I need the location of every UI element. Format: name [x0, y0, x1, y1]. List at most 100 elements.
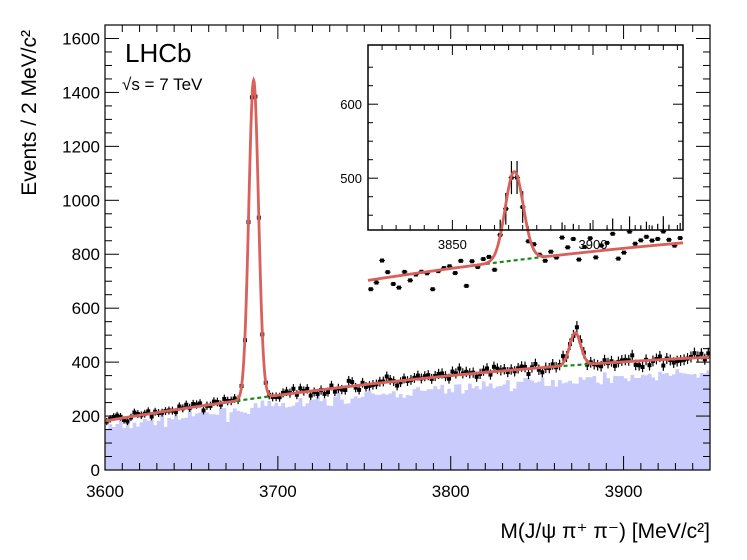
- histogram-bar: [167, 417, 171, 470]
- histogram-bar: [481, 381, 486, 470]
- inset-data-point: [424, 271, 430, 276]
- inset-point-marker: [627, 229, 632, 234]
- histogram-bar: [703, 373, 707, 470]
- data-point: [512, 366, 517, 377]
- inset-point-marker: [385, 270, 390, 275]
- histogram-bar: [177, 419, 182, 470]
- inset-point-marker: [447, 264, 452, 269]
- main-axes: 0 200 400 600 800 1000 1200 1400 1600 3600 3700 380…: [62, 24, 711, 501]
- histogram-bar: [308, 400, 313, 470]
- inset-data-point: [632, 228, 638, 246]
- point-marker: [364, 384, 369, 389]
- histogram-bar: [391, 391, 396, 470]
- point-marker: [357, 387, 362, 392]
- histogram-bar: [547, 385, 552, 470]
- histogram-bar: [654, 380, 659, 470]
- inset-data-point: [446, 264, 453, 269]
- point-marker: [661, 363, 666, 368]
- histogram-bar: [696, 377, 700, 470]
- point-marker: [671, 360, 676, 365]
- plot-frame: [104, 24, 711, 471]
- inset-frame: [367, 44, 684, 231]
- histogram-bar: [132, 422, 137, 470]
- histogram-bar: [506, 380, 510, 470]
- inset-point-marker: [402, 269, 407, 274]
- histogram-bar: [122, 427, 127, 470]
- point-marker: [436, 371, 441, 376]
- histogram-bar: [665, 373, 669, 470]
- histogram-bar: [443, 393, 448, 470]
- data-point: [384, 371, 389, 382]
- data-point: [201, 406, 206, 415]
- data-point: [125, 417, 130, 426]
- histogram-bar: [274, 402, 279, 470]
- point-marker: [488, 372, 493, 377]
- x-tick-label: 3900: [605, 482, 643, 501]
- point-marker: [502, 367, 507, 372]
- point-marker: [315, 391, 320, 396]
- point-marker: [699, 351, 704, 356]
- inset-data-point: [486, 254, 492, 259]
- histogram-bar: [471, 388, 476, 470]
- point-marker: [692, 351, 697, 356]
- point-marker: [505, 370, 510, 375]
- histogram-bar: [315, 395, 320, 470]
- histogram-bar: [347, 403, 351, 470]
- inset-point-marker: [644, 234, 649, 239]
- inset-data-point: [638, 225, 644, 243]
- data-point: [322, 389, 327, 399]
- histogram-bar: [326, 405, 331, 470]
- histogram-bar: [336, 392, 341, 470]
- inset-point-marker: [621, 250, 626, 255]
- inset-y-tick-label: 500: [340, 171, 362, 186]
- histogram-bar: [599, 384, 604, 470]
- point-marker: [678, 358, 683, 363]
- inset-data-point: [429, 287, 436, 292]
- point-marker: [657, 354, 662, 359]
- histogram-bar: [499, 386, 503, 470]
- histogram-bar: [419, 390, 424, 470]
- histogram-bar: [205, 412, 210, 470]
- y-tick-label: 1000: [62, 191, 100, 210]
- point-marker: [294, 392, 299, 397]
- point-marker: [485, 366, 490, 371]
- histogram-bar: [423, 391, 427, 470]
- point-marker: [149, 414, 154, 419]
- inset-point-marker: [408, 278, 413, 283]
- inset-point-marker: [616, 256, 621, 261]
- histogram-bar: [267, 401, 272, 470]
- inset-point-marker: [391, 281, 396, 286]
- histogram-bar: [585, 377, 590, 470]
- histogram-bar: [260, 400, 265, 470]
- point-marker: [450, 369, 455, 374]
- data-point: [357, 385, 362, 395]
- histogram-bar: [257, 407, 261, 470]
- inset-data-point: [564, 245, 571, 250]
- histogram-bar: [284, 407, 289, 470]
- point-marker: [533, 362, 538, 367]
- inset-data-point: [615, 256, 622, 261]
- point-marker: [211, 399, 216, 404]
- histogram-bar: [485, 386, 490, 470]
- histogram-bar: [637, 378, 642, 470]
- histogram-bar: [447, 388, 452, 470]
- histogram-bar: [630, 374, 635, 470]
- point-marker: [426, 373, 431, 378]
- inset-point-marker: [638, 238, 643, 243]
- histogram-bar: [367, 390, 372, 470]
- point-marker: [325, 390, 330, 395]
- histogram-bar: [433, 386, 438, 470]
- inset-point-marker: [666, 237, 671, 242]
- histogram-bar: [678, 372, 683, 470]
- inset-data-point: [413, 272, 419, 277]
- y-tick-label: 1600: [62, 29, 100, 48]
- inset-point-marker: [526, 239, 531, 244]
- data-point: [523, 361, 528, 373]
- inset-fit-curves: [367, 170, 684, 282]
- histogram-bar: [295, 402, 299, 470]
- histogram-bar: [589, 377, 593, 470]
- point-marker: [291, 386, 296, 391]
- histogram-bar: [253, 403, 258, 470]
- data-point: [640, 361, 645, 373]
- histogram-bar: [409, 395, 413, 470]
